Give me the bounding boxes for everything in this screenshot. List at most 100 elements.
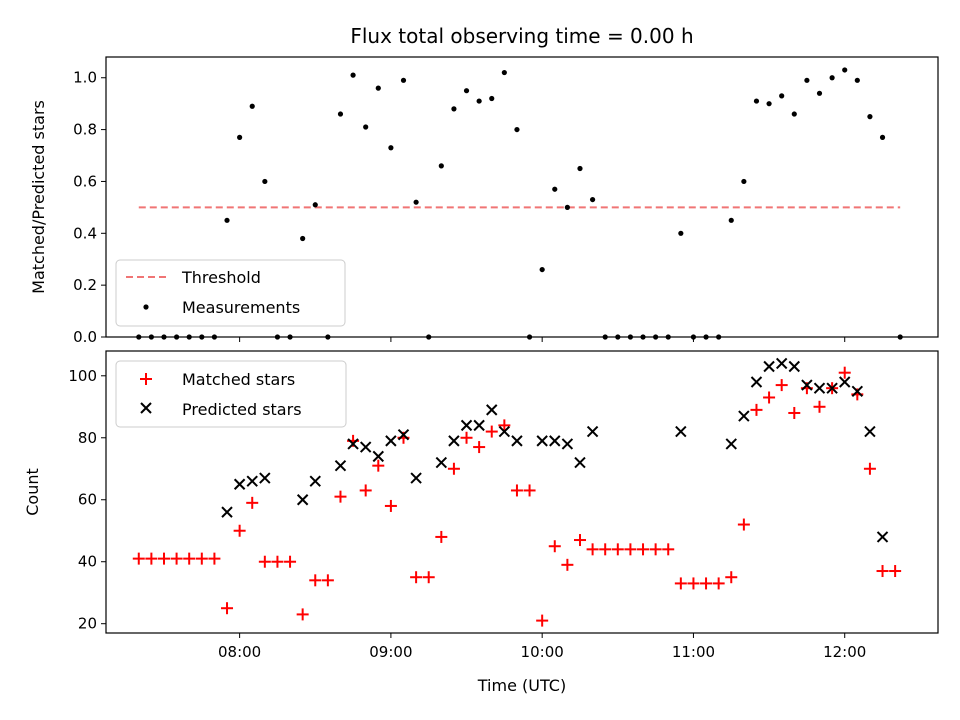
predicted-star-point: [851, 385, 864, 397]
matched-star-point: [221, 602, 234, 615]
legend-measurements-swatch: [143, 304, 149, 310]
predicted-star-point: [876, 531, 889, 543]
bottom-panel: 20 40 60 80 100 08:00 09:00 10:00 11:00 12:00 Co…: [23, 350, 939, 695]
matched-star-point: [183, 552, 196, 565]
measurement-point: [300, 235, 306, 242]
bottom-plot-frame: [105, 350, 939, 634]
predicted-star-point: [788, 360, 800, 373]
legend-predicted-label: Predicted stars: [182, 400, 302, 419]
matched-star-point: [838, 366, 851, 379]
matched-star-point: [435, 530, 448, 543]
y-tick-label: 40: [78, 553, 97, 571]
y-tick-label: 60: [78, 491, 97, 509]
bottom-y-ticks: 20 40 60 80 100: [68, 367, 106, 633]
matched-star-point: [674, 577, 687, 590]
predicted-star-point: [473, 419, 485, 432]
legend-measurements-label: Measurements: [182, 298, 300, 317]
measurement-point: [766, 101, 772, 107]
measurement-point: [388, 145, 394, 151]
top-chart-title: Flux total observing time = 0.00 h: [350, 24, 693, 48]
predicted-star-point: [864, 425, 876, 438]
top-y-ticks: 0.0 0.2 0.4 0.6 0.8 1.0: [73, 69, 106, 346]
predicted-star-point: [296, 494, 309, 506]
matched-star-point: [649, 543, 662, 556]
predicted-star-point: [813, 382, 826, 394]
measurement-point: [577, 165, 583, 172]
matched-star-point: [611, 543, 624, 556]
measurement-point: [312, 202, 318, 208]
bottom-y-axis-label: Count: [23, 468, 42, 516]
top-panel: 0.0 0.2 0.4 0.6 0.8 1.0 Matched/Predicted sta…: [29, 56, 939, 346]
matched-star-point: [586, 543, 599, 556]
matched-star-point: [624, 543, 637, 556]
measurement-point: [501, 69, 507, 76]
matched-star-point: [132, 552, 145, 565]
y-tick-label: 1.0: [73, 69, 97, 87]
matched-star-point: [548, 540, 561, 553]
predicted-star-point: [233, 478, 246, 490]
matched-star-point: [246, 496, 259, 509]
y-tick-label: 0.0: [73, 328, 97, 346]
y-tick-label: 0.2: [73, 276, 97, 294]
predicted-star-point: [486, 404, 498, 416]
predicted-star-point: [397, 428, 410, 441]
predicted-star-point: [839, 376, 851, 388]
x-tick-label: 11:00: [672, 643, 715, 661]
top-marks: [136, 67, 903, 340]
matched-star-point: [750, 403, 763, 416]
predicted-star-point: [725, 438, 737, 450]
measurement-point: [337, 111, 344, 117]
top-plot-frame: [105, 56, 939, 338]
measurement-point: [728, 217, 734, 223]
matched-star-point: [258, 555, 271, 568]
x-tick-label: 10:00: [521, 643, 564, 661]
predicted-star-point: [347, 438, 359, 450]
x-tick-label: 12:00: [823, 643, 866, 661]
matched-star-point: [737, 518, 750, 531]
measurement-point: [375, 85, 381, 91]
measurement-point: [350, 72, 356, 78]
matched-star-point: [460, 431, 473, 444]
predicted-star-point: [763, 360, 775, 373]
measurement-point: [514, 126, 520, 133]
measurement-point: [741, 178, 747, 185]
predicted-star-point: [334, 459, 347, 472]
top-legend: Threshold Measurements: [115, 259, 346, 327]
measurement-point: [867, 114, 873, 120]
measurement-point: [438, 163, 444, 169]
bottom-legend: Matched stars Predicted stars: [115, 360, 347, 428]
measurement-point: [539, 266, 545, 273]
predicted-star-point: [561, 438, 574, 450]
matched-star-point: [296, 608, 309, 621]
measurement-point: [564, 204, 570, 210]
predicted-star-point: [309, 475, 321, 487]
predicted-star-point: [498, 425, 511, 438]
legend-threshold-label: Threshold: [181, 268, 261, 287]
predicted-star-point: [574, 456, 586, 469]
predicted-star-point: [675, 425, 687, 438]
predicted-star-point: [372, 450, 384, 463]
matched-star-point: [410, 571, 423, 584]
measurement-point: [363, 124, 369, 130]
matched-star-point: [876, 565, 889, 578]
matched-star-point: [145, 552, 158, 565]
matched-star-point: [309, 574, 322, 587]
measurement-point: [400, 77, 407, 83]
y-tick-label: 100: [68, 367, 97, 385]
y-tick-label: 0.4: [73, 224, 97, 242]
measurement-point: [463, 88, 470, 94]
matched-star-point: [233, 524, 246, 537]
measurement-point: [816, 90, 823, 96]
x-tick-label: 08:00: [218, 643, 261, 661]
measurement-point: [237, 134, 243, 140]
predicted-star-point: [750, 376, 763, 388]
matched-star-point: [170, 552, 183, 565]
measurement-point: [842, 67, 848, 73]
measurement-point: [262, 178, 268, 185]
matched-star-point: [284, 555, 297, 568]
matched-star-point: [712, 577, 725, 590]
matched-star-point: [271, 555, 284, 568]
predicted-star-point: [259, 472, 271, 484]
predicted-star-point: [549, 435, 561, 447]
